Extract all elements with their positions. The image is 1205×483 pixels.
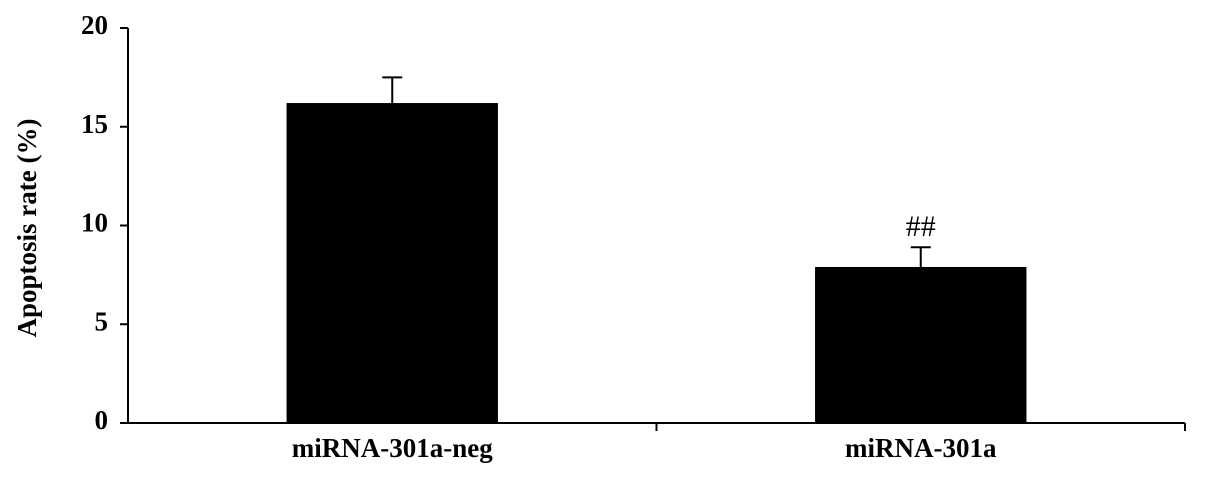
x-tick-label: miRNA-301a-neg [292, 433, 493, 463]
x-tick-label: miRNA-301a [845, 433, 997, 463]
annotation: ## [906, 210, 936, 243]
y-tick-label: 15 [81, 109, 108, 139]
y-tick-label: 5 [95, 306, 109, 336]
y-tick-label: 20 [81, 10, 108, 40]
error-bar [910, 246, 931, 267]
y-tick-label: 10 [81, 208, 108, 238]
error-bar [382, 76, 403, 104]
bar [815, 266, 1027, 423]
bar [286, 103, 498, 424]
y-tick-label: 0 [95, 405, 109, 435]
y-axis-label: Apoptosis rate (%) [12, 119, 42, 338]
